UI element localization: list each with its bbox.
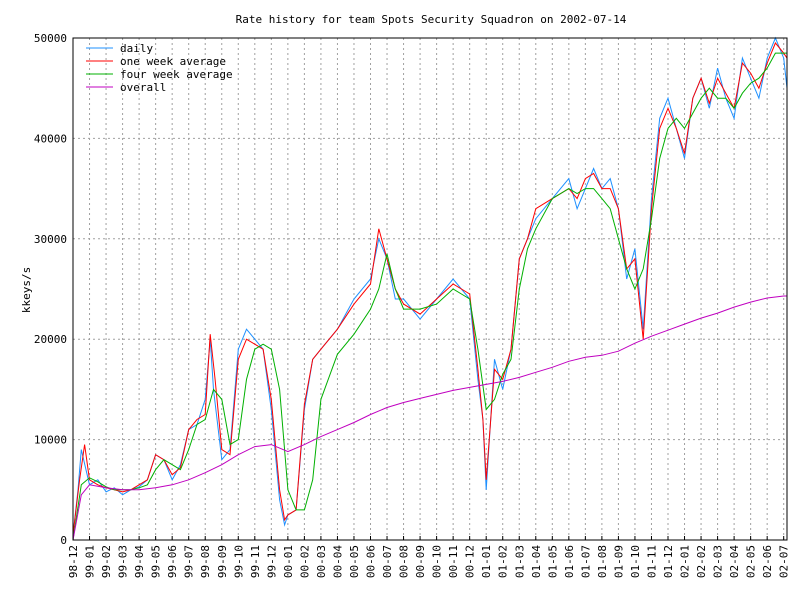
x-tick-label: 01-08 <box>596 545 609 578</box>
x-tick-label: 02-05 <box>745 545 758 578</box>
x-tick-label: 01-12 <box>662 545 675 578</box>
x-tick-label: 00-01 <box>282 545 295 578</box>
x-axis-ticks: 98-12 99-01 99-02 99-03 99-04 99-05 99-06 99-07… <box>67 536 791 578</box>
x-tick-label: 02-02 <box>695 545 708 578</box>
x-tick-label: 99-11 <box>249 545 262 578</box>
x-tick-label: 00-03 <box>315 545 328 578</box>
x-tick-label: 01-07 <box>579 545 592 578</box>
y-tick-label: 40000 <box>34 132 67 145</box>
series-line-four-week-average <box>72 52 787 541</box>
series-line-one-week-average <box>72 42 788 536</box>
x-tick-label: 00-07 <box>381 545 394 578</box>
x-tick-label: 01-02 <box>497 545 510 578</box>
legend-label: four week average <box>120 68 233 81</box>
legend-label: overall <box>120 81 166 94</box>
x-tick-label: 99-04 <box>133 545 146 578</box>
series-lines <box>72 36 788 541</box>
x-tick-label: 01-04 <box>530 545 543 578</box>
x-tick-label: 00-12 <box>464 545 477 578</box>
series-line-overall <box>72 295 787 541</box>
y-tick-label: 0 <box>60 534 67 547</box>
x-tick-label: 00-05 <box>348 545 361 578</box>
x-tick-label: 02-03 <box>712 545 725 578</box>
x-tick-label: 99-12 <box>265 545 278 578</box>
x-tick-label: 99-07 <box>183 545 196 578</box>
x-tick-label: 99-03 <box>117 545 130 578</box>
x-tick-label: 99-02 <box>100 545 113 578</box>
chart-title: Rate history for team Spots Security Squ… <box>236 13 627 26</box>
x-tick-label: 02-01 <box>679 545 692 578</box>
x-tick-label: 99-01 <box>84 545 97 578</box>
x-tick-label: 01-01 <box>480 545 493 578</box>
x-tick-label: 98-12 <box>67 545 80 578</box>
x-tick-label: 01-11 <box>645 545 658 578</box>
x-tick-label: 01-09 <box>612 545 625 578</box>
x-tick-label: 99-08 <box>199 545 212 578</box>
x-tick-label: 01-10 <box>629 545 642 578</box>
x-tick-label: 99-05 <box>150 545 163 578</box>
x-tick-label: 02-06 <box>761 545 774 578</box>
x-tick-label: 00-10 <box>431 545 444 578</box>
x-tick-label: 99-09 <box>216 545 229 578</box>
x-tick-label: 00-08 <box>398 545 411 578</box>
plot-frame <box>72 37 788 541</box>
legend-label: daily <box>120 42 153 55</box>
x-tick-label: 01-06 <box>563 545 576 578</box>
series-line-daily <box>72 36 788 536</box>
legend-label: one week average <box>120 55 226 68</box>
y-tick-label: 10000 <box>34 434 67 447</box>
x-tick-label: 99-10 <box>232 545 245 578</box>
y-tick-label: 30000 <box>34 233 67 246</box>
y-tick-label: 20000 <box>34 333 67 346</box>
x-tick-label: 00-06 <box>365 545 378 578</box>
x-tick-label: 00-02 <box>298 545 311 578</box>
y-tick-label: 50000 <box>34 32 67 45</box>
x-tick-label: 01-05 <box>546 545 559 578</box>
x-tick-label: 00-09 <box>414 545 427 578</box>
x-tick-label: 99-06 <box>166 545 179 578</box>
x-tick-label: 00-11 <box>447 545 460 578</box>
x-tick-label: 00-04 <box>331 545 344 578</box>
x-tick-label: 02-07 <box>778 545 791 578</box>
y-axis-ticks: 0 10000 20000 30000 40000 50000 <box>34 32 67 547</box>
y-axis-label: kkeys/s <box>20 267 33 313</box>
x-tick-label: 01-03 <box>513 545 526 578</box>
x-tick-label: 02-04 <box>728 545 741 578</box>
